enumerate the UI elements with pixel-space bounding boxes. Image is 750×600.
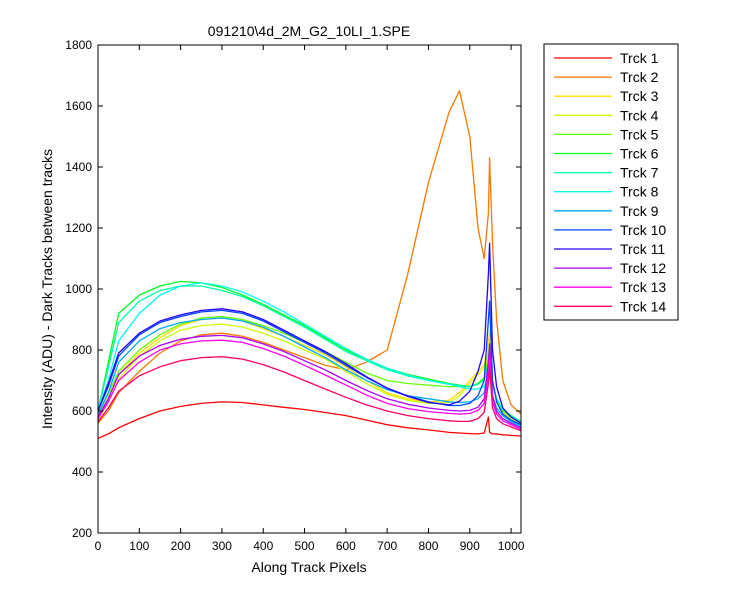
legend-label: Trck 7 (620, 165, 659, 181)
x-tick-label: 300 (212, 539, 232, 553)
series-line-trck-3 (98, 317, 521, 424)
legend-label: Trck 12 (620, 260, 666, 276)
legend-label: Trck 8 (620, 184, 659, 200)
x-tick-label: 600 (336, 539, 356, 553)
legend-label: Trck 1 (620, 50, 659, 66)
y-tick-label: 1800 (65, 38, 92, 52)
series-line-trck-14 (98, 356, 521, 432)
legend-box (543, 43, 679, 321)
legend-label: Trck 13 (620, 279, 666, 295)
y-tick-label: 800 (72, 343, 92, 357)
y-tick-label: 1400 (65, 160, 92, 174)
y-tick-label: 200 (72, 526, 92, 540)
y-axis-title: Intensity (ADU) - Dark Tracks between tr… (39, 149, 55, 429)
legend-label: Trck 2 (620, 69, 659, 85)
legend: Trck 1 Trck 2 Trck 3 Trck 4 Trck 5 Trck 6 Trck… (543, 43, 679, 321)
series-layer (98, 90, 521, 439)
chart-title: 091210\4d_2M_G2_10LI_1.SPE (208, 23, 410, 39)
x-tick-label: 800 (418, 539, 438, 553)
y-tick-label: 1000 (65, 282, 92, 296)
x-tick-label: 900 (460, 539, 480, 553)
legend-label: Trck 3 (620, 88, 659, 104)
legend-label: Trck 14 (620, 298, 666, 314)
y-tick-label: 400 (72, 465, 92, 479)
legend-label: Trck 11 (620, 241, 665, 257)
series-line-trck-12 (98, 334, 521, 429)
legend-label: Trck 5 (620, 126, 659, 142)
y-tick-label: 1600 (65, 99, 92, 113)
axis-ticks: 0 100 200 300 400 500 600 700 800 900 1000 200 400 60… (65, 38, 524, 553)
x-tick-label: 100 (129, 539, 149, 553)
series-line-trck-2 (98, 90, 521, 424)
legend-label: Trck 4 (620, 107, 659, 123)
legend-label: Trck 6 (620, 146, 659, 162)
y-tick-label: 1200 (65, 221, 92, 235)
legend-label: Trck 9 (620, 203, 659, 219)
x-tick-label: 1000 (498, 539, 525, 553)
x-axis-title: Along Track Pixels (251, 559, 366, 575)
x-tick-label: 0 (95, 539, 102, 553)
series-line-trck-13 (98, 339, 521, 430)
x-tick-label: 700 (377, 539, 397, 553)
series-line-trck-1 (98, 401, 521, 439)
x-tick-label: 500 (295, 539, 315, 553)
x-tick-label: 200 (171, 539, 191, 553)
series-line-trck-11 (98, 242, 521, 424)
y-tick-label: 600 (72, 404, 92, 418)
x-tick-label: 400 (253, 539, 273, 553)
legend-label: Trck 10 (620, 222, 666, 238)
